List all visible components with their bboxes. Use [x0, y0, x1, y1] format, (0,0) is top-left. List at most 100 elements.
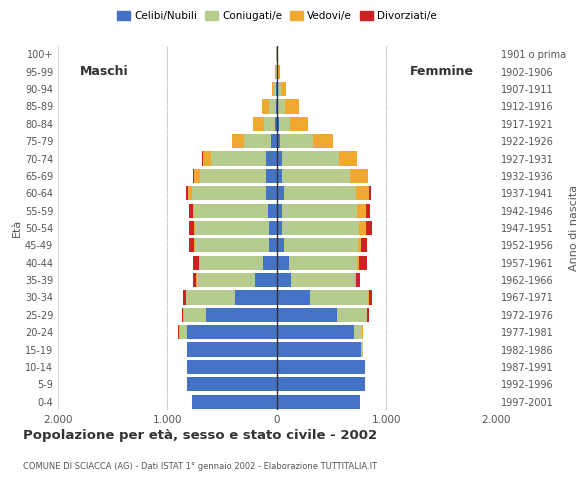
- Bar: [277, 325, 354, 339]
- Bar: [277, 151, 282, 166]
- Bar: [276, 99, 277, 114]
- Bar: [354, 325, 362, 339]
- Bar: [195, 221, 269, 235]
- Bar: [277, 377, 364, 392]
- Bar: [277, 290, 310, 305]
- Bar: [277, 82, 281, 96]
- Bar: [369, 290, 372, 305]
- Bar: [211, 151, 266, 166]
- Bar: [339, 151, 357, 166]
- Text: Popolazione per età, sesso e stato civile - 2002: Popolazione per età, sesso e stato civil…: [23, 429, 378, 442]
- Bar: [277, 204, 282, 218]
- Bar: [358, 238, 361, 252]
- Bar: [269, 238, 277, 252]
- Bar: [275, 117, 277, 131]
- Bar: [282, 151, 339, 166]
- Bar: [367, 308, 369, 322]
- Bar: [202, 151, 211, 166]
- Bar: [278, 99, 285, 114]
- Bar: [357, 256, 359, 270]
- Bar: [277, 342, 361, 357]
- Text: Maschi: Maschi: [80, 65, 129, 78]
- Bar: [199, 256, 263, 270]
- Bar: [253, 117, 264, 131]
- Bar: [277, 186, 284, 200]
- Bar: [187, 360, 277, 374]
- Bar: [277, 308, 337, 322]
- Bar: [279, 117, 290, 131]
- Legend: Celibi/Nubili, Coniugati/e, Vedovi/e, Divorziati/e: Celibi/Nubili, Coniugati/e, Vedovi/e, Di…: [113, 7, 441, 25]
- Bar: [191, 186, 266, 200]
- Bar: [357, 204, 365, 218]
- Bar: [189, 204, 193, 218]
- Bar: [191, 395, 277, 409]
- Bar: [282, 169, 350, 183]
- Bar: [186, 186, 188, 200]
- Bar: [277, 256, 289, 270]
- Bar: [337, 308, 367, 322]
- Bar: [193, 204, 194, 218]
- Bar: [278, 64, 280, 79]
- Bar: [274, 82, 277, 96]
- Bar: [180, 325, 187, 339]
- Bar: [313, 134, 333, 148]
- Bar: [369, 186, 371, 200]
- Bar: [268, 204, 277, 218]
- Bar: [359, 256, 367, 270]
- Bar: [188, 186, 191, 200]
- Bar: [280, 134, 313, 148]
- Bar: [271, 134, 277, 148]
- Bar: [187, 325, 277, 339]
- Bar: [189, 238, 194, 252]
- Bar: [184, 308, 206, 322]
- Bar: [282, 221, 359, 235]
- Bar: [365, 221, 372, 235]
- Bar: [277, 169, 282, 183]
- Bar: [284, 186, 356, 200]
- Bar: [290, 117, 307, 131]
- Bar: [359, 221, 365, 235]
- Bar: [182, 308, 183, 322]
- Bar: [194, 169, 200, 183]
- Bar: [277, 395, 360, 409]
- Bar: [282, 204, 357, 218]
- Bar: [266, 169, 277, 183]
- Bar: [272, 82, 274, 96]
- Bar: [310, 290, 368, 305]
- Bar: [281, 82, 287, 96]
- Bar: [361, 238, 367, 252]
- Bar: [266, 186, 277, 200]
- Bar: [356, 186, 369, 200]
- Bar: [291, 273, 355, 287]
- Bar: [263, 256, 277, 270]
- Y-axis label: Età: Età: [12, 219, 22, 237]
- Bar: [269, 221, 277, 235]
- Bar: [183, 290, 186, 305]
- Bar: [275, 64, 276, 79]
- Text: Femmine: Femmine: [410, 65, 474, 78]
- Bar: [264, 117, 275, 131]
- Bar: [193, 256, 199, 270]
- Bar: [193, 273, 197, 287]
- Bar: [285, 99, 299, 114]
- Bar: [187, 377, 277, 392]
- Bar: [277, 117, 279, 131]
- Bar: [350, 169, 368, 183]
- Bar: [186, 290, 235, 305]
- Text: COMUNE DI SCIACCA (AG) - Dati ISTAT 1° gennaio 2002 - Elaborazione TUTTITALIA.IT: COMUNE DI SCIACCA (AG) - Dati ISTAT 1° g…: [23, 462, 378, 471]
- Bar: [361, 342, 364, 357]
- Bar: [368, 290, 369, 305]
- Bar: [194, 204, 268, 218]
- Bar: [277, 134, 280, 148]
- Bar: [197, 273, 255, 287]
- Bar: [189, 221, 194, 235]
- Bar: [235, 290, 277, 305]
- Bar: [232, 134, 244, 148]
- Bar: [206, 308, 277, 322]
- Bar: [277, 221, 282, 235]
- Bar: [255, 273, 277, 287]
- Bar: [277, 360, 364, 374]
- Bar: [284, 238, 358, 252]
- Bar: [277, 99, 278, 114]
- Bar: [244, 134, 271, 148]
